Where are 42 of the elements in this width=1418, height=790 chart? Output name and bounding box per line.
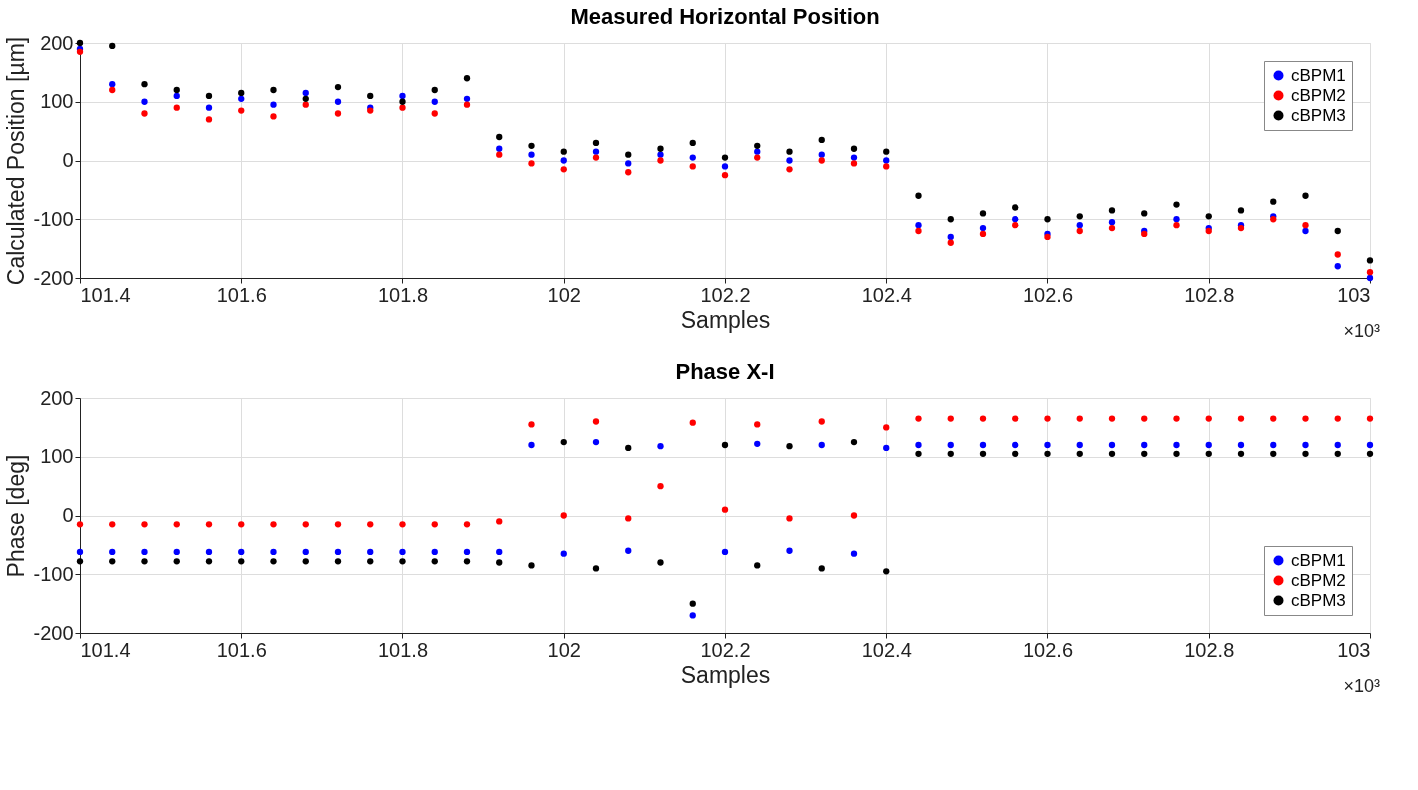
chart-title: Measured Horizontal Position (570, 4, 880, 29)
x-tick-label: 102.2 (700, 638, 751, 661)
x-tick-label: 103 (1337, 638, 1371, 661)
legend-label: cBPM1 (1291, 550, 1346, 570)
x-tick-label: 101.6 (216, 283, 267, 306)
x-tick-label: 101.8 (377, 283, 429, 306)
x-tick-label: 103 (1337, 283, 1371, 306)
x-tick-label: 102.6 (1022, 638, 1074, 661)
y-tick-label: 100 (40, 90, 74, 113)
x-tick-label: 102.8 (1184, 283, 1235, 306)
legend-label: cBPM1 (1291, 65, 1346, 85)
x-tick-label: 101.8 (377, 638, 429, 661)
x-tick-label: 102.4 (861, 638, 912, 661)
x-tick-label: 102.4 (861, 283, 912, 306)
x-tick-label: 102 (547, 283, 581, 306)
x-tick-label: 101.4 (80, 283, 131, 306)
x-tick-label: 101.4 (80, 638, 131, 661)
x-tick-label: 102.8 (1184, 638, 1235, 661)
y-axis-title: Calculated Position [µm] (3, 36, 30, 286)
y-tick-label: 0 (62, 504, 74, 526)
y-tick-label: -200 (33, 266, 74, 289)
y-tick-label: 0 (62, 149, 74, 171)
x-axis-title: Samples (680, 306, 771, 333)
x-tick-label: 102.6 (1022, 283, 1074, 306)
y-tick-label: -100 (33, 562, 74, 585)
y-tick-label: -200 (33, 621, 74, 644)
legend-label: cBPM3 (1291, 590, 1346, 610)
x-tick-label: 102 (547, 638, 581, 661)
x-axis-title: Samples (680, 661, 771, 688)
y-tick-label: 200 (40, 31, 74, 54)
y-axis-title: Phase [deg] (3, 454, 30, 578)
y-tick-label: 200 (40, 386, 74, 409)
x-tick-label: 101.6 (216, 638, 267, 661)
legend-label: cBPM2 (1291, 570, 1346, 590)
text: ×10³ (1343, 676, 1380, 696)
legend-label: cBPM3 (1291, 105, 1346, 125)
chart-title: Phase X-I (675, 359, 775, 384)
x-tick-label: 102.2 (700, 283, 751, 306)
y-tick-label: 100 (40, 445, 74, 468)
legend-label: cBPM2 (1291, 85, 1346, 105)
text: ×10³ (1343, 321, 1380, 341)
y-tick-label: -100 (33, 207, 74, 230)
